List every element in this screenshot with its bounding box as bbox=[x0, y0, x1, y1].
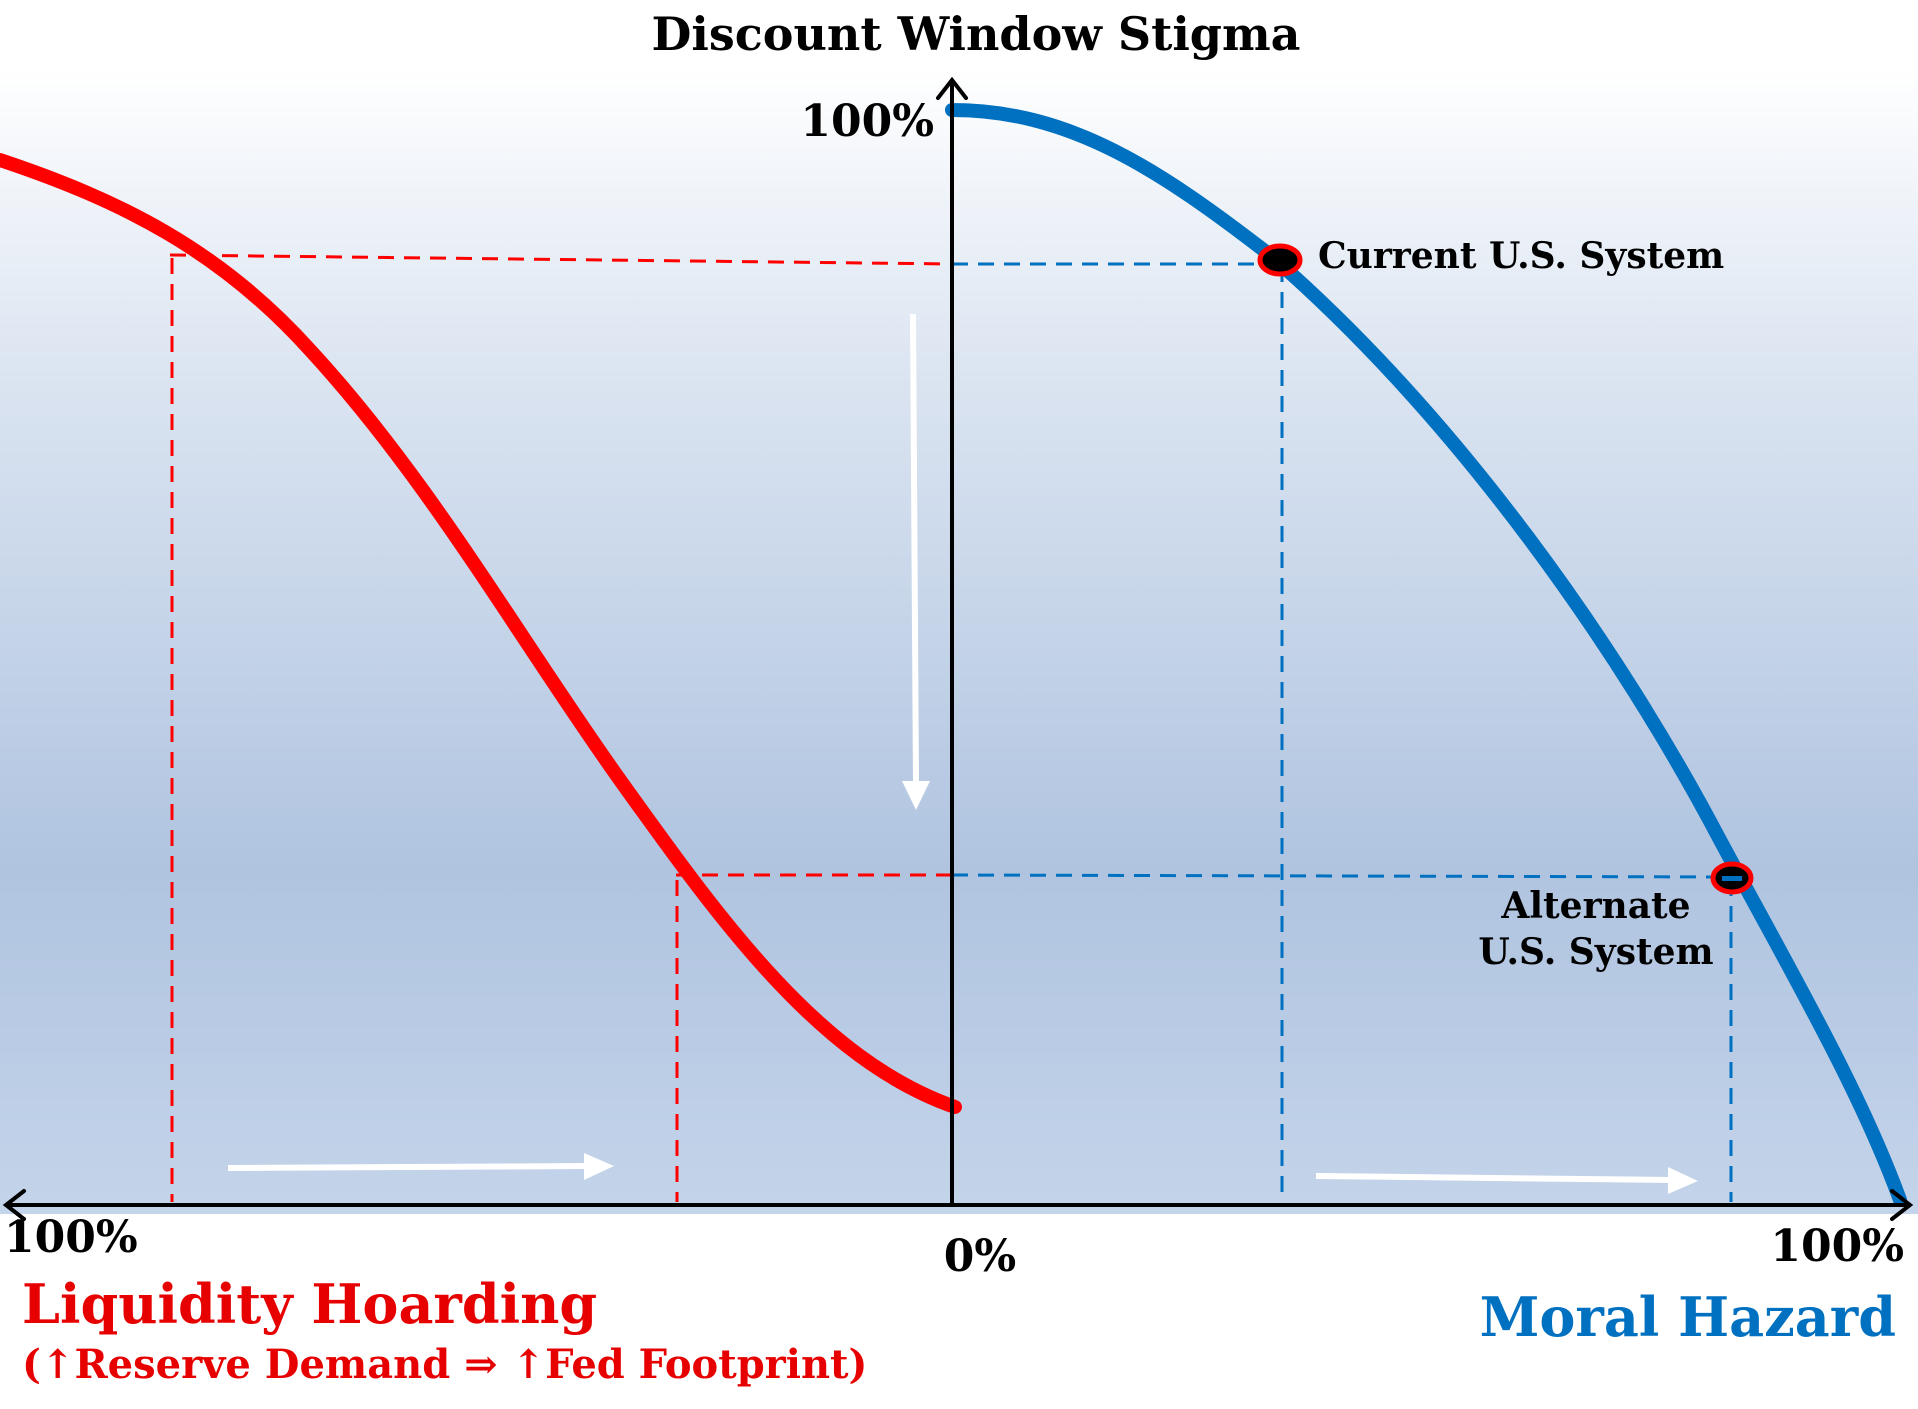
diagram-title: Discount Window Stigma bbox=[652, 7, 1301, 61]
moral-hazard-curve bbox=[945, 103, 1907, 1207]
x-center-label: 0% bbox=[944, 1231, 1016, 1282]
liquidity-hoarding-subtitle: (↑Reserve Demand ⇒ ↑Fed Footprint) bbox=[22, 1341, 867, 1388]
horizontal-axis-left-arrowhead bbox=[2, 1189, 26, 1221]
y-top-label: 100% bbox=[800, 96, 934, 147]
down-arrow-head bbox=[902, 781, 930, 810]
liquidity-hoarding-curve bbox=[0, 153, 962, 1114]
down-arrow-shaft bbox=[910, 313, 919, 786]
current-system-marker bbox=[1257, 243, 1303, 277]
alternate-system-label-line1: Alternate bbox=[1500, 885, 1690, 927]
left-right-arrow-head bbox=[584, 1153, 614, 1180]
right-right-arrow-head bbox=[1668, 1167, 1698, 1194]
horizontal-axis-right-arrowhead bbox=[1890, 1189, 1914, 1221]
liquidity-hoarding-title: Liquidity Hoarding bbox=[22, 1272, 597, 1336]
moral-hazard-title: Moral Hazard bbox=[1480, 1285, 1896, 1349]
vertical-axis-arrowhead bbox=[936, 76, 968, 100]
current-system-label: Current U.S. System bbox=[1318, 235, 1724, 277]
left-guide-lines bbox=[169, 253, 953, 1202]
right-guide-lines bbox=[951, 262, 1733, 1202]
direction-arrows bbox=[227, 313, 1698, 1194]
left-right-arrow-shaft bbox=[227, 1163, 589, 1171]
left-upper-horizontal-guide bbox=[169, 253, 953, 266]
right-right-arrow-shaft bbox=[1315, 1173, 1673, 1183]
alternate-system-marker bbox=[1710, 861, 1754, 895]
x-right-label: 100% bbox=[1770, 1221, 1904, 1272]
alternate-system-label-line2: U.S. System bbox=[1478, 931, 1713, 973]
x-left-label: 100% bbox=[4, 1212, 138, 1263]
axes bbox=[2, 76, 1914, 1221]
